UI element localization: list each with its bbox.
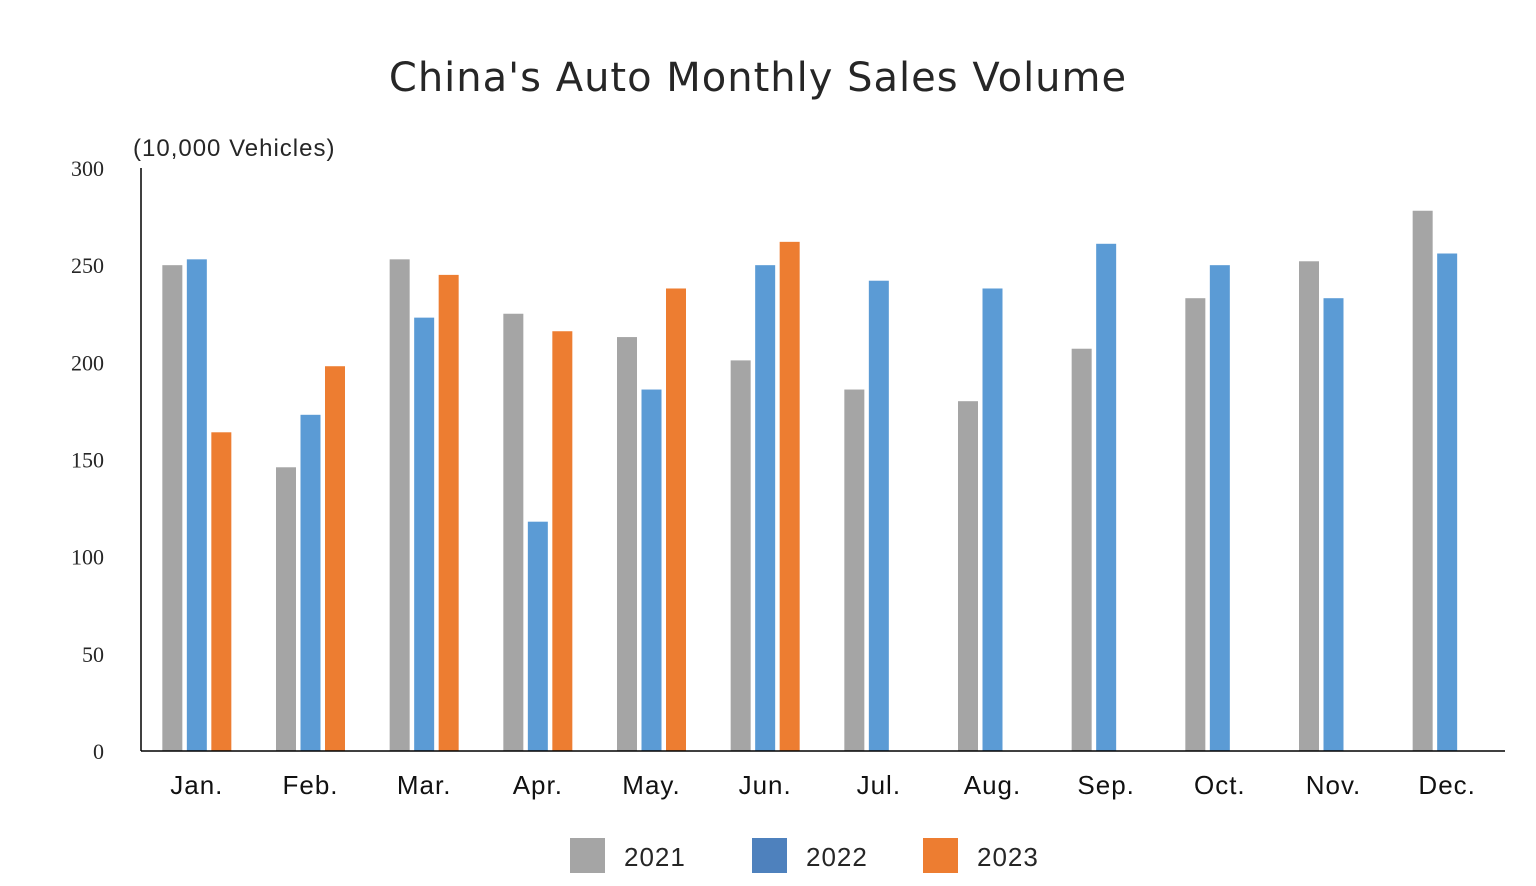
bar-2023-feb [325, 366, 345, 751]
bar-2022-oct [1209, 265, 1230, 751]
legend-label-2022: 2022 [806, 842, 868, 872]
x-tick-label: Mar. [397, 770, 452, 800]
bar-2022-may [641, 389, 662, 751]
bar-2021-oct [1185, 298, 1206, 751]
bar-2023-may [666, 288, 686, 751]
bar-2021-may [617, 337, 637, 751]
x-tick-label: May. [622, 770, 680, 800]
bar-2022-dec [1437, 253, 1458, 752]
y-tick-label: 250 [71, 253, 104, 278]
x-tick-label: Dec. [1418, 770, 1475, 800]
bar-2021-jul [844, 389, 865, 751]
y-tick-label: 100 [71, 545, 104, 570]
bar-2022-jan [186, 259, 207, 751]
bar-2021-apr [503, 313, 524, 751]
bar-2021-jan [162, 265, 183, 751]
y-tick-label: 50 [82, 642, 104, 667]
legend-swatch-2022 [752, 838, 787, 873]
x-tick-label: Nov. [1306, 770, 1362, 800]
bar-2021-sep [1071, 348, 1092, 751]
bars [162, 210, 1458, 752]
bar-2021-nov [1299, 261, 1319, 751]
x-tick-label: Apr. [513, 770, 563, 800]
x-tick-label: Aug. [964, 770, 1022, 800]
bar-2021-feb [276, 467, 296, 751]
bar-2023-apr [552, 331, 573, 751]
x-tick-label: Sep. [1077, 770, 1135, 800]
bar-2023-jan [211, 432, 232, 751]
legend-label-2023: 2023 [977, 842, 1039, 872]
bar-2021-dec [1412, 210, 1433, 752]
legend: 2021 2022 2023 [570, 838, 1039, 873]
x-tick-label: Jun. [739, 770, 792, 800]
bar-2021-mar [389, 259, 410, 751]
bar-2022-apr [527, 521, 548, 751]
x-tick-label: Jan. [170, 770, 223, 800]
y-axis-ticks: 0 50 100 150 200 250 300 [71, 156, 104, 764]
x-tick-label: Oct. [1194, 770, 1246, 800]
bar-2022-aug [982, 288, 1003, 751]
y-axis-unit-label: (10,000 Vehicles) [133, 135, 335, 162]
x-tick-label: Jul. [857, 770, 901, 800]
legend-label-2021: 2021 [624, 842, 686, 872]
bar-2023-mar [438, 274, 459, 751]
y-tick-label: 0 [93, 739, 104, 764]
y-tick-label: 200 [71, 350, 104, 375]
legend-swatch-2021 [570, 838, 605, 873]
y-tick-label: 150 [71, 448, 104, 473]
bar-2022-jul [868, 280, 889, 751]
legend-swatch-2023 [923, 838, 958, 873]
y-tick-label: 300 [71, 156, 104, 181]
bar-2021-aug [958, 401, 978, 751]
x-tick-label: Feb. [282, 770, 338, 800]
bar-2022-mar [414, 317, 435, 751]
chart-title: China's Auto Monthly Sales Volume [389, 55, 1127, 101]
bar-2023-jun [779, 241, 800, 751]
bar-2022-jun [755, 265, 776, 751]
bar-2022-feb [300, 414, 321, 751]
bar-2021-jun [730, 360, 751, 751]
bar-2022-sep [1096, 243, 1117, 752]
x-axis-ticks: Jan. Feb. Mar. Apr. May. Jun. Jul. Aug. Sep. Oct.… [170, 770, 1475, 800]
bar-2022-nov [1323, 298, 1344, 751]
